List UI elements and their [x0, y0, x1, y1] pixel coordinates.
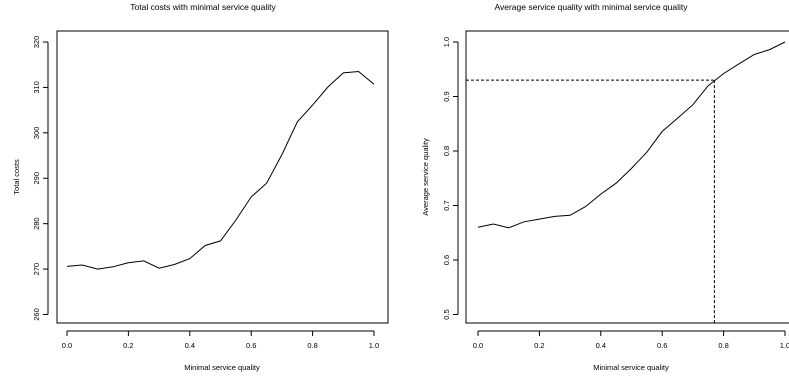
plot-frame	[56, 30, 389, 324]
x-tick-label: 0.2	[534, 341, 544, 350]
x-tick-label: 0.4	[596, 341, 606, 350]
y-tick-label: 270	[32, 263, 41, 276]
x-tick-label: 0.4	[185, 341, 195, 350]
y-tick-label: 0.8	[442, 146, 451, 156]
x-axis-label: Minimal service quality	[184, 363, 260, 372]
x-tick-label: 1.0	[780, 341, 789, 350]
chart-title: Average service quality with minimal ser…	[494, 2, 688, 12]
x-tick-label: 0.6	[657, 341, 667, 350]
reference-lines	[466, 79, 715, 323]
y-tick-label: 260	[32, 308, 41, 321]
y-tick-label: 1.0	[442, 37, 451, 47]
average-service-quality-chart: Average service quality with minimal ser…	[421, 2, 789, 372]
y-tick-label: 0.5	[442, 309, 451, 319]
x-tick-label: 0.0	[473, 341, 483, 350]
series-line	[477, 41, 786, 229]
y-tick-label: 300	[32, 127, 41, 140]
x-axis: 0.0 0.2 0.4 0.6 0.8 1.0	[473, 330, 789, 350]
y-axis-label: Total costs	[12, 159, 21, 195]
x-tick-label: 0.0	[62, 341, 72, 350]
y-axis: 0.5 0.6 0.7 0.8 0.9 1.0	[442, 37, 459, 320]
x-tick-label: 0.8	[718, 341, 728, 350]
y-tick-label: 320	[32, 36, 41, 49]
y-axis: 260 270 280 290 300 310 320	[32, 36, 49, 321]
y-axis-label: Average service quality	[421, 138, 430, 216]
total-costs-chart: Total costs with minimal service quality…	[12, 2, 389, 372]
y-tick-label: 0.7	[442, 200, 451, 210]
x-axis: 0.0 0.2 0.4 0.6 0.8 1.0	[62, 330, 379, 350]
y-tick-label: 280	[32, 217, 41, 230]
x-tick-label: 1.0	[369, 341, 379, 350]
x-tick-label: 0.6	[246, 341, 256, 350]
x-tick-label: 0.8	[307, 341, 317, 350]
chart-title: Total costs with minimal service quality	[130, 2, 276, 12]
y-tick-label: 310	[32, 81, 41, 94]
y-tick-label: 0.6	[442, 255, 451, 265]
x-tick-label: 0.2	[123, 341, 133, 350]
y-tick-label: 0.9	[442, 91, 451, 101]
plot-frame	[465, 30, 789, 324]
y-tick-label: 290	[32, 172, 41, 185]
series-line	[66, 70, 375, 270]
x-axis-label: Minimal service quality	[593, 363, 669, 372]
